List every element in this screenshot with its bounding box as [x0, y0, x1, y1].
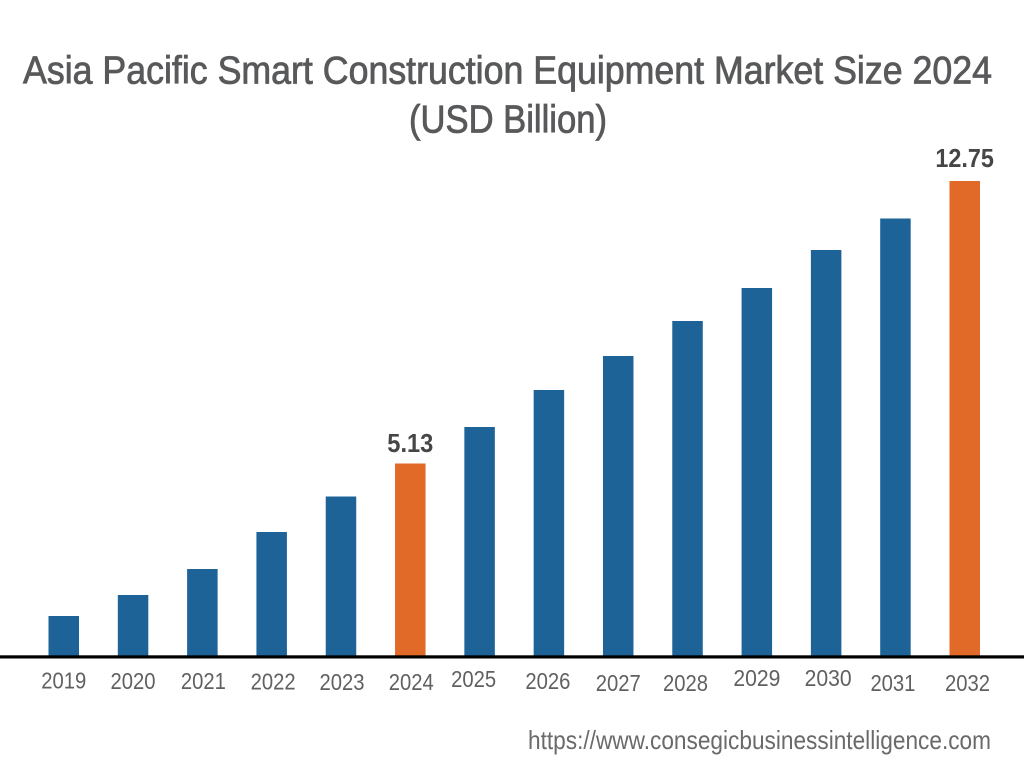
svg-text:https://www.consegicbusinessin: https://www.consegicbusinessintelligence…: [528, 725, 991, 755]
svg-text:2022: 2022: [251, 669, 296, 695]
svg-text:5.13: 5.13: [387, 428, 433, 458]
svg-text:2026: 2026: [525, 668, 570, 694]
svg-text:2020: 2020: [111, 668, 156, 694]
svg-text:2023: 2023: [319, 669, 364, 695]
svg-text:2030: 2030: [805, 665, 852, 691]
svg-text:2032: 2032: [945, 670, 990, 696]
svg-text:12.75: 12.75: [935, 143, 994, 173]
svg-text:2025: 2025: [451, 666, 496, 692]
svg-text:Asia Pacific Smart Constructio: Asia Pacific Smart Construction Equipmen…: [23, 50, 992, 93]
svg-text:2019: 2019: [41, 668, 86, 694]
svg-text:2031: 2031: [870, 670, 915, 696]
svg-text:2021: 2021: [181, 668, 226, 694]
svg-text:(USD Billion): (USD Billion): [409, 99, 607, 142]
svg-text:2028: 2028: [663, 670, 708, 696]
svg-text:2024: 2024: [389, 669, 434, 695]
svg-text:2027: 2027: [596, 670, 641, 696]
svg-text:2029: 2029: [733, 665, 780, 691]
